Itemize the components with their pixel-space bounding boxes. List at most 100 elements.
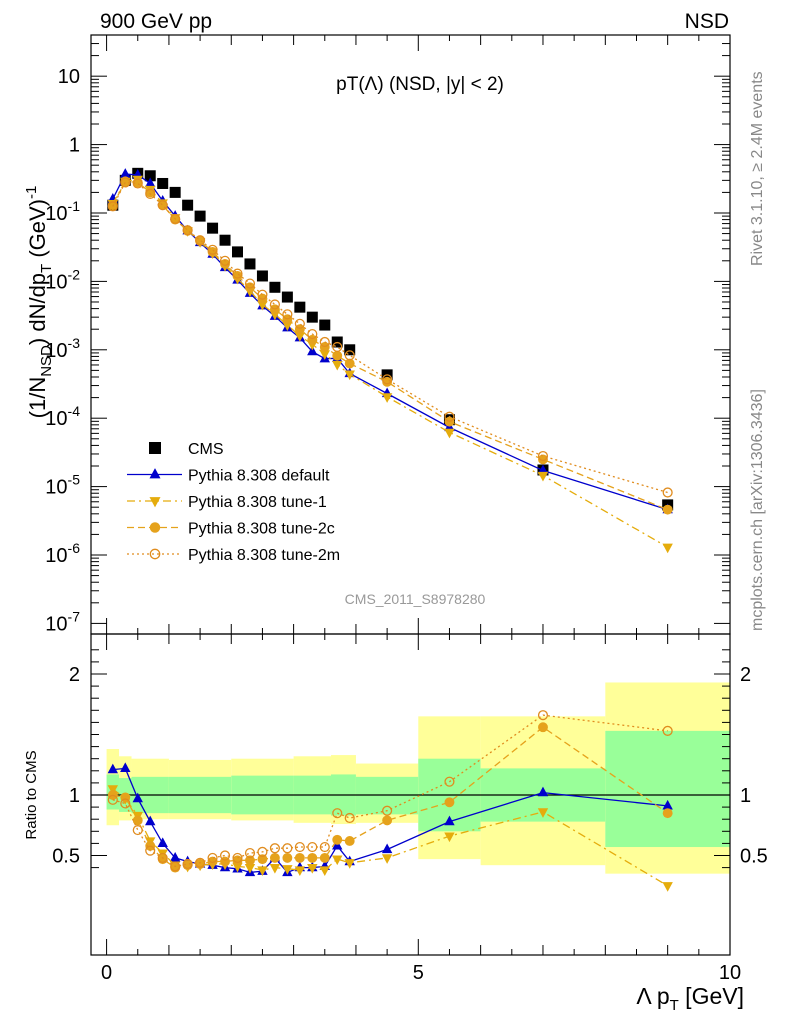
data-point bbox=[207, 222, 219, 234]
header-right-label: NSD bbox=[685, 10, 729, 33]
y-tick-exponent: -1 bbox=[68, 198, 81, 214]
y-tick-exponent: -4 bbox=[68, 403, 81, 419]
data-point bbox=[245, 282, 255, 293]
data-point bbox=[382, 376, 393, 387]
data-point bbox=[120, 177, 131, 188]
y-tick-exponent: -2 bbox=[68, 266, 81, 282]
ratio-point bbox=[294, 852, 305, 863]
ratio-point bbox=[319, 866, 330, 876]
ratio-point bbox=[444, 776, 455, 787]
data-point bbox=[662, 487, 673, 498]
ratio-point bbox=[282, 852, 293, 863]
x-tick-label: 5 bbox=[413, 962, 424, 984]
series-line bbox=[112, 181, 668, 494]
legend: CMS Pythia 8.308 default Pythia 8.308 tune… bbox=[127, 441, 340, 564]
data-point bbox=[145, 177, 156, 188]
ratio-y-tick-label-right: 1 bbox=[740, 785, 751, 807]
data-point bbox=[232, 246, 244, 258]
legend-marker bbox=[149, 442, 161, 454]
data-point bbox=[662, 543, 673, 554]
data-point bbox=[307, 328, 318, 340]
data-point bbox=[145, 188, 156, 199]
ratio-line bbox=[112, 767, 668, 874]
legend-marker bbox=[149, 548, 161, 560]
ratio-point bbox=[444, 832, 455, 843]
ratio-point bbox=[232, 852, 243, 863]
ratio-point bbox=[662, 799, 673, 810]
ratio-point bbox=[307, 863, 318, 874]
chart-title: pT(Λ) (NSD, |y| < 2) bbox=[336, 74, 504, 95]
data-point bbox=[294, 324, 305, 335]
data-point bbox=[269, 281, 281, 293]
series-0 bbox=[107, 167, 674, 511]
ratio-point bbox=[332, 855, 343, 866]
ratio-point bbox=[195, 857, 206, 868]
ratio-point bbox=[294, 841, 305, 853]
uncertainty-bands bbox=[106, 682, 730, 874]
inner-band bbox=[605, 730, 730, 848]
data-point bbox=[194, 210, 206, 222]
data-point bbox=[381, 393, 393, 403]
ratio-point bbox=[145, 815, 156, 826]
inner-band bbox=[355, 776, 419, 815]
bottom-axis-ticks: 0.5 0.5 1 1 2 2 0 5 10 bbox=[52, 634, 768, 984]
data-point bbox=[169, 186, 181, 198]
data-point bbox=[170, 213, 181, 224]
data-point bbox=[281, 291, 293, 303]
ratio-point bbox=[132, 815, 143, 826]
data-point bbox=[220, 258, 230, 269]
ratio-point bbox=[382, 815, 393, 826]
data-point bbox=[382, 374, 393, 385]
top-series-group bbox=[107, 167, 674, 554]
x-tick-label: 0 bbox=[101, 962, 112, 984]
y-axis-title: (1/NNSD) dN/dpT (GeV)-1 bbox=[23, 186, 55, 419]
y-tick-label: 10-7 bbox=[45, 608, 80, 635]
data-point bbox=[282, 309, 293, 320]
series-line bbox=[112, 178, 669, 548]
data-point bbox=[344, 358, 355, 369]
ratio-point bbox=[120, 798, 131, 809]
data-point bbox=[244, 278, 256, 289]
ratio-point bbox=[662, 725, 673, 736]
ratio-point bbox=[344, 812, 355, 824]
data-point bbox=[207, 246, 218, 257]
data-point bbox=[332, 350, 343, 361]
ratio-point bbox=[382, 805, 393, 816]
ratio-y-tick-label-right: 2 bbox=[740, 664, 751, 686]
y-tick-exponent: -7 bbox=[68, 608, 81, 624]
ratio-point bbox=[381, 854, 393, 864]
ratio-point bbox=[307, 841, 318, 853]
ratio-point bbox=[344, 859, 355, 869]
series-line bbox=[112, 173, 668, 511]
ratio-point bbox=[170, 861, 181, 872]
header-left-label: 900 GeV pp bbox=[100, 10, 212, 33]
data-point bbox=[157, 177, 169, 189]
ratio-point bbox=[257, 866, 268, 876]
data-point bbox=[344, 350, 355, 361]
data-point bbox=[282, 321, 293, 332]
ratio-point bbox=[157, 837, 168, 848]
data-point bbox=[107, 201, 118, 212]
ratio-point bbox=[282, 865, 293, 875]
data-point bbox=[319, 336, 330, 348]
data-point bbox=[256, 270, 268, 282]
ratio-point bbox=[232, 855, 243, 866]
y-tick-label: 10-1 bbox=[45, 198, 80, 225]
legend-label: CMS bbox=[188, 441, 224, 458]
data-point bbox=[182, 225, 193, 236]
ratio-point bbox=[257, 846, 268, 857]
data-point bbox=[257, 289, 268, 300]
data-point bbox=[344, 370, 355, 381]
ratio-series-3 bbox=[107, 710, 673, 872]
ratio-point bbox=[145, 845, 156, 856]
ratio-point bbox=[207, 852, 218, 863]
ratio-point bbox=[132, 792, 143, 803]
ratio-y-tick-label-right: 0.5 bbox=[740, 846, 768, 868]
ratio-axis-title: Ratio to CMS bbox=[23, 750, 40, 839]
data-point bbox=[232, 271, 243, 281]
ratio-point bbox=[444, 797, 455, 808]
ratio-point bbox=[157, 852, 168, 863]
ratio-point bbox=[538, 722, 548, 733]
ratio-point bbox=[662, 882, 673, 892]
